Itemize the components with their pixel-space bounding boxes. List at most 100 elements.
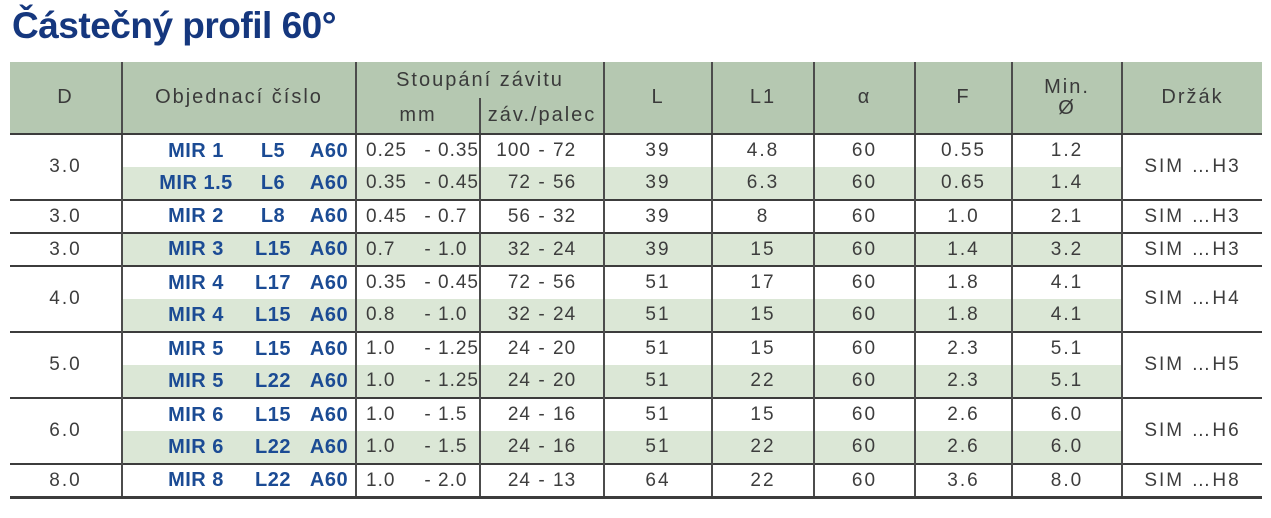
pitch-tpi-range: 24-16 [482,436,603,458]
pitch-tpi-range: 24-16 [482,404,603,426]
cell-min-diameter: 5.1 [1011,331,1122,366]
pitch-tpi-from: 72 [507,272,531,294]
cell-pitch-mm: 0.7 -1.0 [355,232,480,267]
cell-holder: SIM …H3 [1121,133,1262,201]
cell-pitch-mm: 1.0 -1.5 [355,431,480,465]
pitch-tpi-range: 72-56 [482,172,603,194]
cell-order-number: MIR 1.5 L6 A60 [121,167,356,201]
cell-l1: 22 [711,463,814,498]
cell-l1: 22 [711,365,814,399]
order-number: MIR 4 L15 A60 [124,303,355,327]
cell-d: 6.0 [10,397,122,465]
cell-alpha: 60 [813,199,915,234]
min-header-line2: Ø [1058,96,1076,119]
order-part-angle: A60 [309,238,349,261]
range-dash: - [538,404,546,426]
cell-min-diameter: 6.0 [1011,431,1122,465]
order-number: MIR 1.5 L6 A60 [124,171,355,195]
cell-order-number: MIR 6 L22 A60 [121,431,356,465]
pitch-tpi-to: 32 [553,205,577,227]
cell-l1: 15 [711,331,814,366]
pitch-tpi-to: 13 [553,469,577,491]
range-dash: - [424,404,432,426]
cell-pitch-mm: 0.35-0.45 [355,167,480,201]
cell-pitch-tpi: 24-16 [479,431,604,465]
pitch-mm-from: 0.35 [366,172,407,194]
range-dash: - [424,140,432,162]
order-part-model: MIR 1 [168,139,224,162]
range-dash: - [424,238,432,260]
cell-l1: 8 [711,199,814,234]
cell-alpha: 60 [813,265,915,300]
order-part-angle: A60 [309,271,349,294]
order-number: MIR 5 L15 A60 [124,337,355,361]
cell-f: 1.8 [914,265,1012,300]
order-part-length: L22 [255,369,291,392]
table-row: 3.0 MIR 2 L8 A60 0.45-0.7 56-32 39 8 60 1.0 2.1 SIM… [10,199,1262,234]
cell-holder: SIM …H4 [1121,265,1262,333]
pitch-tpi-range: 24-20 [482,370,603,392]
pitch-mm-range: 1.0 -1.5 [358,436,479,458]
order-number: MIR 1 L5 A60 [124,139,355,163]
range-dash: - [538,172,546,194]
cell-l: 51 [603,431,712,465]
pitch-mm-to: 0.45 [438,272,479,294]
cell-holder: SIM …H3 [1121,199,1262,234]
order-part-angle: A60 [309,435,349,458]
cell-alpha: 60 [813,331,915,366]
table-row: 6.0 MIR 6 L15 A60 1.0-1.5 24-16 51 15 60 2.6 6.0 SI… [10,397,1262,465]
header-row-top: D Objednací číslo Stoupání závitu L L1 α F Min.… [10,62,1262,136]
cell-l: 51 [603,397,712,432]
cell-l: 51 [603,331,712,366]
order-part-angle: A60 [309,369,349,392]
order-part-length: L6 [260,171,286,194]
order-part-model: MIR 4 [168,303,224,326]
cell-pitch-tpi: 24-20 [479,365,604,399]
order-part-angle: A60 [309,403,349,426]
pitch-mm-from: 1.0 [366,338,396,360]
cell-alpha: 60 [813,133,915,168]
order-part-length: L22 [255,435,291,458]
pitch-mm-range: 0.35-0.45 [358,172,479,194]
pitch-tpi-range: 56-32 [482,205,603,228]
order-part-length: L17 [255,271,291,294]
pitch-tpi-to: 72 [553,140,577,162]
min-header-line1: Min. [1044,75,1090,98]
cell-order-number: MIR 2 L8 A60 [121,199,356,234]
pitch-tpi-to: 56 [553,272,577,294]
pitch-tpi-range: 72-56 [482,272,603,294]
pitch-tpi-range: 24-13 [482,469,603,492]
col-header-pitch-mm: mm [355,98,480,136]
range-dash: - [424,469,432,491]
order-part-angle: A60 [309,469,349,492]
pitch-mm-to: 1.25 [438,370,479,392]
cell-l: 39 [603,133,712,168]
cell-order-number: MIR 5 L15 A60 [121,331,356,366]
table-row: MIR 6 L22 A60 1.0-1.5 24-16 51 22 60 2.6 6.0 [10,431,1262,465]
order-part-angle: A60 [309,139,349,162]
pitch-mm-to: 1.25 [438,338,479,360]
pitch-mm-from: 0.8 [366,304,396,326]
cell-pitch-tpi: 24-16 [479,397,604,432]
cell-l1: 4.8 [711,133,814,168]
range-dash: - [424,304,432,326]
cell-pitch-tpi: 24-20 [479,331,604,366]
cell-holder: SIM …H3 [1121,232,1262,267]
pitch-mm-range: 0.45-0.7 [358,206,479,228]
cell-pitch-mm: 0.8 -1.0 [355,299,480,333]
cell-pitch-mm: 0.25-0.35 [355,133,480,168]
table-row: 4.0 MIR 4 L17 A60 0.35-0.45 72-56 51 17 60 1.8 4.1… [10,265,1262,333]
cell-pitch-tpi: 24-13 [479,463,604,498]
order-part-length: L15 [255,403,291,426]
pitch-tpi-from: 72 [507,172,531,194]
order-part-model: MIR 2 [168,205,224,228]
cell-l1: 15 [711,232,814,267]
range-dash: - [538,338,546,360]
order-number: MIR 8 L22 A60 [124,469,355,492]
cell-min-diameter: 8.0 [1011,463,1122,498]
order-part-model: MIR 5 [168,337,224,360]
pitch-mm-from: 1.0 [366,370,396,392]
pitch-mm-to: 0.35 [438,140,479,162]
pitch-tpi-to: 24 [553,238,577,260]
cell-min-diameter: 6.0 [1011,397,1122,432]
